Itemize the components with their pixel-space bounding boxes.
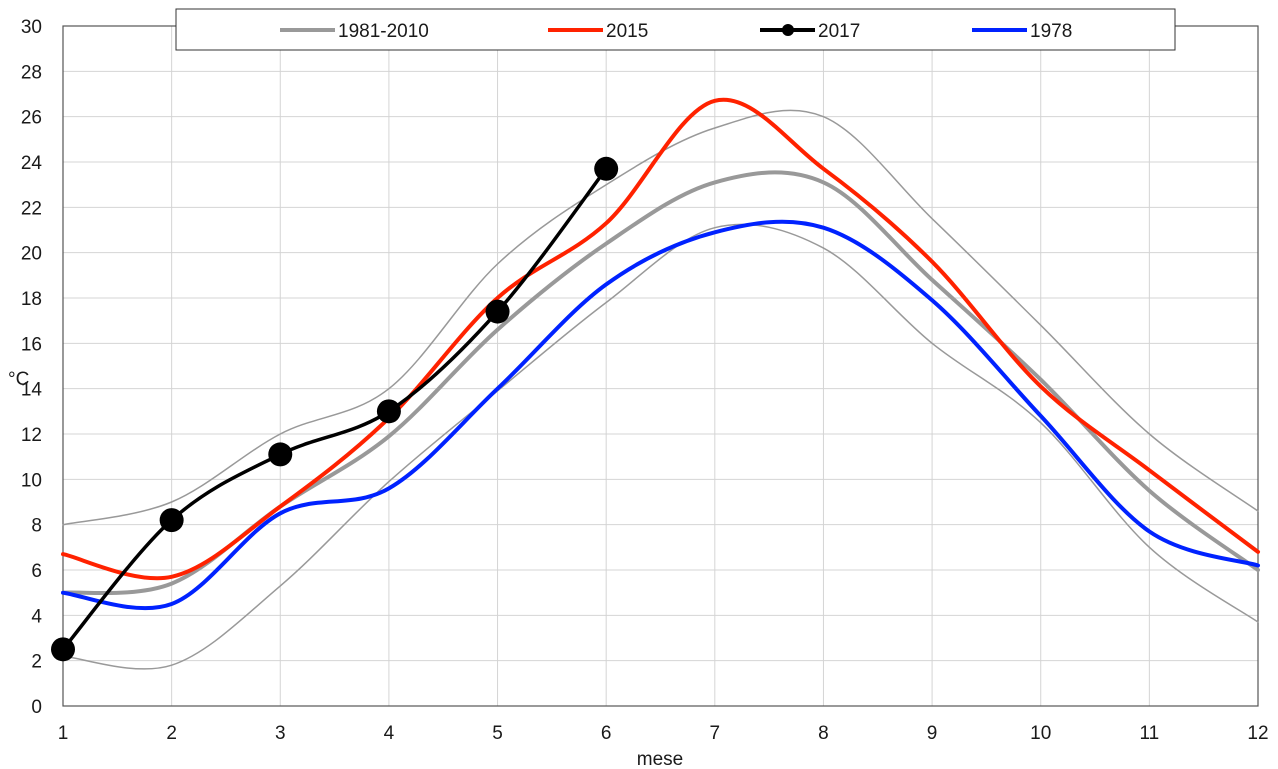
legend-label: 1981-2010: [338, 21, 429, 42]
x-tick-label: 9: [927, 723, 938, 744]
y-tick-label: 6: [31, 561, 42, 582]
y-tick-label: 0: [31, 697, 42, 718]
x-tick-label: 2: [166, 723, 177, 744]
y-tick-label: 18: [21, 289, 42, 310]
y-tick-label: 24: [21, 153, 43, 174]
y-tick-label: 20: [21, 244, 42, 265]
y-tick-label: 10: [21, 470, 42, 491]
series-point-2017: [485, 299, 510, 324]
legend-label: 2017: [818, 21, 860, 42]
x-tick-label: 3: [275, 723, 286, 744]
series-point-2017: [159, 508, 184, 533]
series-line-2015: [61, 97, 1260, 581]
y-tick-label: 8: [31, 516, 42, 537]
x-tick-label: 5: [492, 723, 503, 744]
x-tick-label: 12: [1247, 723, 1268, 744]
legend-label: 2015: [606, 21, 648, 42]
y-axis-title: °C: [8, 369, 29, 390]
legend-marker: [782, 24, 794, 36]
series-layer: [51, 97, 1260, 670]
y-tick-label: 30: [21, 17, 42, 38]
y-tick-label: 14: [21, 380, 43, 401]
legend-box: [175, 8, 1176, 51]
y-tick-label: 4: [31, 606, 42, 627]
series-line-range: [62, 223, 1259, 670]
x-tick-label: 4: [384, 723, 395, 744]
y-tick-label: 16: [21, 334, 42, 355]
series-point-2017: [51, 637, 75, 662]
x-tick-label: 7: [710, 723, 721, 744]
y-tick-label: 12: [21, 425, 42, 446]
y-tick-label: 22: [21, 198, 42, 219]
series-line-2017: [61, 167, 608, 652]
plot-area: [63, 26, 1258, 706]
x-tick-label: 6: [601, 723, 612, 744]
y-tick-label: 26: [21, 108, 42, 129]
series-point-2017: [376, 399, 401, 424]
legend: 1981-2010 2015 2017 1978: [175, 8, 1176, 51]
legend-label: 1978: [1030, 21, 1072, 42]
y-tick-label: 2: [31, 652, 42, 673]
series-point-2017: [268, 442, 293, 467]
series-point-2017: [594, 156, 619, 181]
series-line-range: [62, 109, 1259, 526]
series-line-1978: [61, 219, 1260, 610]
x-tick-label: 10: [1030, 723, 1051, 744]
x-tick-label: 1: [58, 723, 69, 744]
x-tick-label: 8: [818, 723, 829, 744]
x-axis-title: mese: [637, 749, 683, 769]
y-tick-label: 28: [21, 62, 42, 83]
x-tick-label: 11: [1139, 723, 1159, 744]
